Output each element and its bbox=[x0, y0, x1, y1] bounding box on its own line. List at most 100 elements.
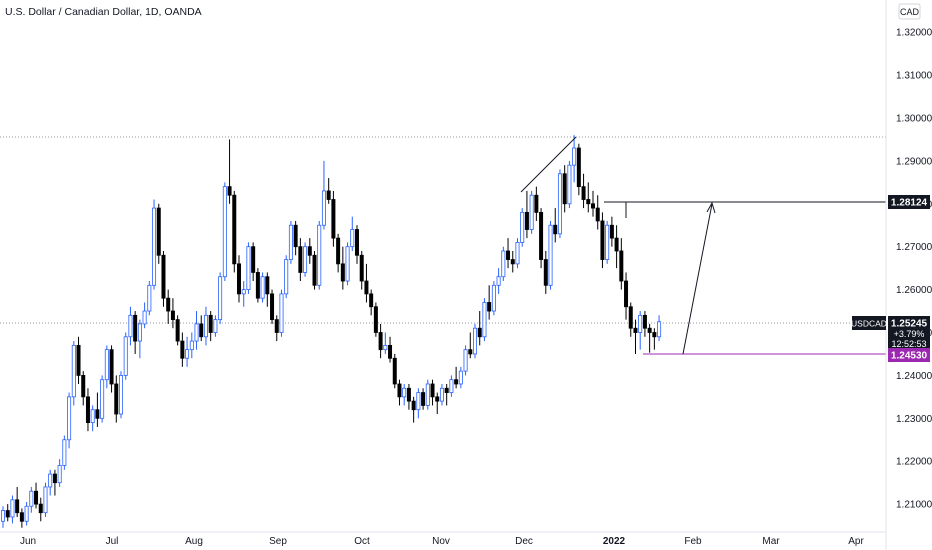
price-tick-label: 1.29000 bbox=[896, 156, 932, 167]
candle-body bbox=[425, 383, 430, 406]
time-tick-label: Sep bbox=[269, 536, 287, 547]
candle-body bbox=[624, 280, 629, 308]
candle-body bbox=[222, 186, 227, 278]
current-price-label: 1.25245 +3.79% 12:52:53 bbox=[888, 316, 930, 350]
candle-body bbox=[19, 512, 24, 522]
candle-body bbox=[472, 327, 477, 355]
candle-body bbox=[236, 263, 241, 295]
candle-body bbox=[251, 246, 256, 273]
candle-body bbox=[213, 319, 218, 333]
time-tick-label: Oct bbox=[354, 536, 370, 547]
candle-body bbox=[43, 486, 48, 514]
candle-body bbox=[642, 314, 647, 329]
candle-body bbox=[539, 211, 544, 260]
current-price-symbol-label: USDCAD bbox=[851, 316, 887, 330]
candlestick-series bbox=[0, 135, 662, 528]
support-level-value: 1.24530 bbox=[891, 351, 928, 362]
candle-body bbox=[203, 314, 208, 338]
candle-body bbox=[100, 379, 105, 419]
candle-body bbox=[458, 370, 463, 385]
price-tick-label: 1.23000 bbox=[896, 414, 932, 425]
candle-body bbox=[284, 259, 289, 295]
candle-body bbox=[336, 237, 341, 265]
projection-arrow-line[interactable] bbox=[682, 203, 713, 355]
candle-body bbox=[576, 147, 581, 188]
candle-body bbox=[109, 349, 114, 385]
candle-body bbox=[10, 499, 15, 518]
candle-body bbox=[119, 375, 124, 415]
candle-body bbox=[388, 344, 393, 359]
candle-body bbox=[71, 344, 76, 398]
candle-body bbox=[628, 306, 633, 329]
candle-body bbox=[255, 272, 260, 299]
candle-body bbox=[364, 280, 369, 295]
candle-body bbox=[557, 173, 562, 235]
upper-level-label: 1.28124 bbox=[888, 195, 930, 209]
candle-body bbox=[166, 297, 171, 312]
candle-body bbox=[647, 327, 652, 333]
time-tick-label: Nov bbox=[432, 536, 450, 547]
candle-body bbox=[369, 293, 374, 308]
candle-body bbox=[161, 254, 166, 299]
candle-body bbox=[572, 147, 577, 166]
candle-body bbox=[463, 349, 468, 372]
candle-body bbox=[123, 336, 128, 376]
candle-body bbox=[321, 190, 326, 226]
candle-body bbox=[317, 224, 322, 286]
candle-body bbox=[142, 310, 147, 325]
candle-body bbox=[298, 246, 303, 273]
candle-body bbox=[444, 387, 449, 393]
candle-body bbox=[430, 383, 435, 398]
candle-body bbox=[0, 510, 6, 522]
time-tick-label: Aug bbox=[185, 536, 203, 547]
candle-body bbox=[170, 310, 175, 321]
time-tick-label: Feb bbox=[684, 536, 702, 547]
arrow-head-icon bbox=[706, 201, 716, 214]
candle-body bbox=[152, 207, 157, 286]
candle-body bbox=[81, 375, 86, 398]
candle-body bbox=[373, 306, 378, 333]
candle-body bbox=[553, 224, 558, 235]
price-axis[interactable]: 1.320001.310001.300001.290001.280001.270… bbox=[896, 28, 932, 511]
time-tick-label: 2022 bbox=[603, 536, 626, 547]
candle-body bbox=[95, 409, 100, 419]
candle-body bbox=[501, 250, 506, 278]
candle-body bbox=[208, 314, 213, 333]
time-tick-label: Apr bbox=[848, 536, 864, 547]
candle-body bbox=[137, 323, 142, 342]
upper-level-value: 1.28124 bbox=[891, 198, 928, 209]
candle-body bbox=[265, 276, 270, 295]
candle-body bbox=[524, 211, 529, 230]
trendline-top[interactable] bbox=[520, 136, 577, 193]
candle-body bbox=[114, 383, 119, 415]
time-axis[interactable]: Jun Jul Aug Sep Oct Nov Dec 2022 Feb Mar Apr bbox=[20, 536, 865, 547]
candle-body bbox=[331, 199, 336, 239]
countdown-value: 12:52:53 bbox=[891, 339, 926, 349]
candle-body bbox=[147, 284, 152, 312]
candle-body bbox=[652, 332, 657, 338]
candle-body bbox=[303, 246, 308, 273]
candle-body bbox=[454, 379, 459, 385]
candle-body bbox=[199, 323, 204, 338]
candle-body bbox=[52, 473, 57, 484]
candle-body bbox=[595, 207, 600, 222]
candle-body bbox=[605, 224, 610, 260]
candle-body bbox=[359, 254, 364, 282]
candle-body bbox=[34, 490, 39, 505]
candle-body bbox=[548, 224, 553, 286]
candle-body bbox=[288, 224, 293, 260]
time-tick-label: Jul bbox=[106, 536, 119, 547]
candle-body bbox=[246, 246, 251, 290]
candle-body bbox=[340, 263, 345, 282]
price-tick-label: 1.30000 bbox=[896, 113, 932, 124]
candle-body bbox=[562, 173, 567, 205]
candle-body bbox=[133, 314, 138, 342]
currency-button[interactable]: CAD bbox=[898, 3, 921, 20]
candle-body bbox=[326, 190, 331, 200]
candle-body bbox=[180, 340, 185, 359]
candle-body bbox=[156, 207, 161, 256]
price-tick-label: 1.21000 bbox=[896, 500, 932, 511]
candle-body bbox=[657, 321, 662, 338]
candle-body bbox=[57, 465, 62, 484]
